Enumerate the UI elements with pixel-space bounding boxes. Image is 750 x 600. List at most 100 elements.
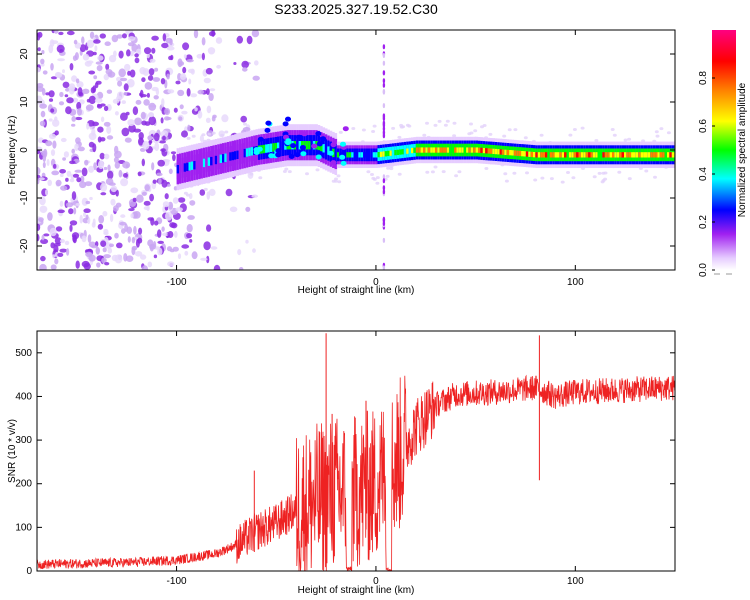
noise-mark <box>203 187 208 191</box>
noise-mark <box>93 162 97 171</box>
ridge-mark <box>533 152 536 158</box>
noise-mark <box>40 58 45 65</box>
ridge-mark <box>341 152 345 158</box>
noise-mark <box>85 214 89 220</box>
noise-mark <box>72 55 78 61</box>
noise-mark <box>143 99 150 106</box>
noise-mark <box>141 120 147 126</box>
noise-mark <box>50 108 55 113</box>
noise-mark <box>180 73 187 80</box>
noise-mark <box>205 117 211 124</box>
noise-mark <box>86 39 95 48</box>
noise-mark <box>147 135 153 141</box>
noise-mark <box>603 171 608 175</box>
ridge-mark <box>300 151 307 157</box>
noise-mark <box>137 237 143 244</box>
ridge-mark <box>540 152 543 158</box>
noise-mark <box>69 220 78 226</box>
noise-mark <box>252 75 260 81</box>
ridge-mark <box>451 147 455 153</box>
noise-mark <box>139 89 144 98</box>
noise-mark <box>56 44 65 54</box>
ridge-mark <box>315 150 322 156</box>
ridge-mark <box>647 152 651 158</box>
spike-mark <box>382 116 386 121</box>
noise-mark <box>287 170 292 174</box>
noise-mark <box>51 40 59 44</box>
noise-mark <box>149 193 155 202</box>
noise-mark <box>172 154 176 162</box>
x-tick-label: 100 <box>567 277 584 288</box>
ridge-mark <box>463 147 467 153</box>
noise-mark <box>146 92 150 98</box>
noise-mark <box>116 91 124 100</box>
noise-mark <box>175 207 183 212</box>
ridge-mark <box>265 120 272 126</box>
noise-mark <box>68 208 74 215</box>
ridge-mark <box>547 152 550 158</box>
noise-mark <box>93 39 101 44</box>
ridge-mark <box>179 164 182 173</box>
ridge-mark <box>241 149 244 158</box>
ridge-mark <box>222 154 225 163</box>
spike-mark <box>382 178 386 184</box>
noise-mark <box>183 54 187 59</box>
noise-mark <box>97 103 101 107</box>
ridge-mark <box>299 145 306 150</box>
noise-mark <box>182 66 187 74</box>
ridge-mark <box>322 144 326 153</box>
ridge-mark <box>475 147 479 153</box>
noise-mark <box>137 171 142 177</box>
ridge-mark <box>190 161 194 170</box>
ridge-mark <box>281 141 285 151</box>
noise-mark <box>118 68 126 78</box>
ridge-mark <box>494 148 498 155</box>
ridge-mark <box>339 154 346 160</box>
noise-mark <box>152 179 157 184</box>
noise-mark <box>78 92 84 97</box>
noise-mark <box>107 170 114 180</box>
noise-mark <box>168 55 173 61</box>
noise-mark <box>197 110 203 119</box>
ridge-mark <box>340 160 347 166</box>
noise-mark <box>77 108 82 116</box>
y-tick-label: 0 <box>26 566 32 577</box>
ridge-mark <box>327 150 334 156</box>
ridge-mark <box>621 152 625 158</box>
ridge-mark <box>202 158 206 168</box>
ridge-mark <box>275 148 282 154</box>
noise-mark <box>165 211 173 221</box>
ridge-mark <box>468 147 471 153</box>
ridge-mark <box>351 152 354 158</box>
y-tick-label: -20 <box>19 238 30 253</box>
noise-mark <box>147 75 154 81</box>
noise-mark <box>81 197 89 206</box>
noise-mark <box>96 262 101 268</box>
ridge-mark <box>413 147 416 153</box>
noise-mark <box>112 98 120 104</box>
noise-mark <box>385 174 390 178</box>
noise-mark <box>103 231 109 236</box>
ridge-mark <box>473 147 476 153</box>
noise-mark <box>370 173 374 176</box>
ridge-mark <box>516 150 519 156</box>
noise-mark <box>63 151 69 158</box>
noise-mark <box>103 73 110 81</box>
noise-mark <box>104 262 110 266</box>
noise-mark <box>452 134 457 138</box>
noise-mark <box>123 91 128 96</box>
ridge-mark <box>301 131 308 137</box>
ridge-mark <box>482 147 486 154</box>
noise-mark <box>45 189 48 196</box>
ridge-mark <box>449 147 452 153</box>
ridge-mark <box>638 152 641 158</box>
noise-mark <box>132 106 139 116</box>
noise-mark <box>172 197 179 204</box>
noise-mark <box>196 53 204 59</box>
noise-mark <box>114 111 119 116</box>
noise-mark <box>114 145 119 154</box>
ridge-mark <box>224 153 227 162</box>
noise-mark <box>237 249 242 256</box>
noise-mark <box>43 148 48 158</box>
